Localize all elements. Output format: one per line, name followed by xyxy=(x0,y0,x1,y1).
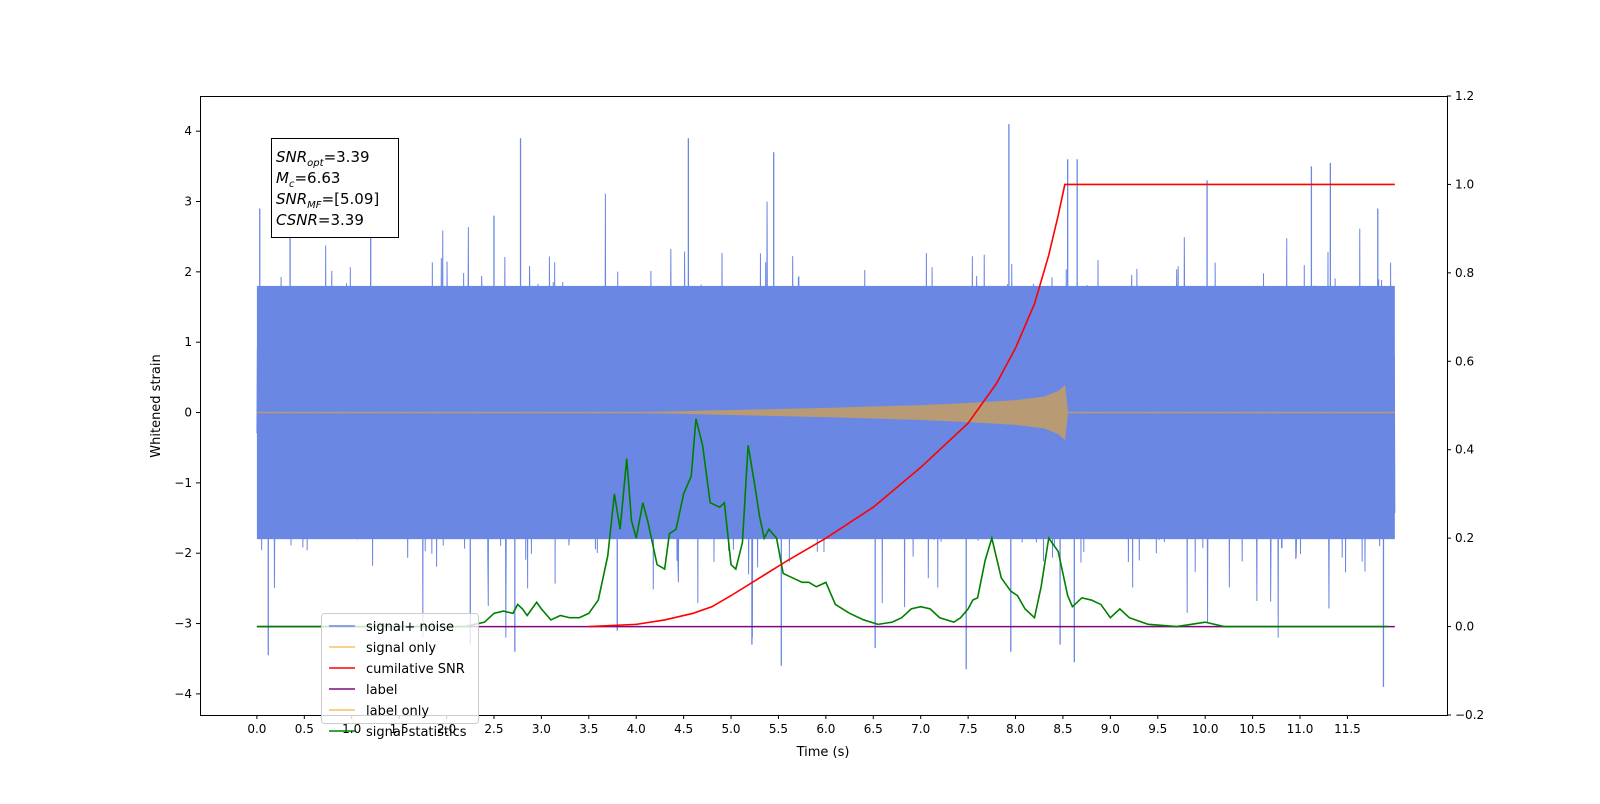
annotation-line: CSNR=3.39 xyxy=(276,211,364,229)
y2-tick-label: −0.2 xyxy=(1455,708,1484,722)
annotation-symbol: CSNR xyxy=(276,211,318,229)
x-tick-label: 1.0 xyxy=(342,722,361,736)
y-axis-label: Whitened strain xyxy=(149,354,164,457)
annotation-value: =3.39 xyxy=(318,211,364,229)
x-tick-label: 9.5 xyxy=(1148,722,1167,736)
annotation-value: =3.39 xyxy=(324,148,370,166)
series-signal-statistics-line xyxy=(256,418,1389,628)
y2-tick-label: 0.0 xyxy=(1455,620,1474,634)
y-tick-label: −4 xyxy=(174,687,192,701)
y-tick-label: −2 xyxy=(174,546,192,560)
x-axis-label: Time (s) xyxy=(796,745,850,760)
legend-frame xyxy=(321,613,479,724)
annotation-subscript: MF xyxy=(307,200,322,211)
x-tick-label: 4.5 xyxy=(674,722,693,736)
legend: signal+ noise signal only cumilative SNR la… xyxy=(321,613,479,740)
x-tick-label: 10.5 xyxy=(1239,722,1266,736)
x-tick-label: 2.5 xyxy=(484,722,503,736)
y2-tick-label: 0.6 xyxy=(1455,354,1474,368)
x-tick-label: 7.0 xyxy=(911,722,930,736)
y-tick-label: −3 xyxy=(174,617,192,631)
x-tick-label: 7.5 xyxy=(959,722,978,736)
legend-label: signal statistics xyxy=(366,725,467,740)
x-tick-label: 6.5 xyxy=(864,722,883,736)
x-tick-label: 1.5 xyxy=(390,722,409,736)
x-tick-label: 9.0 xyxy=(1101,722,1120,736)
y-tick-label: 4 xyxy=(184,124,192,138)
legend-label: label only xyxy=(366,704,429,719)
y2-axis-ticks: 1.2 1.0 0.8 0.6 0.4 0.2 0.0 −0.2 xyxy=(1447,89,1484,722)
annotation-symbol: SNR xyxy=(276,148,307,166)
series-signal-only-envelope xyxy=(636,385,1069,441)
legend-label: signal only xyxy=(366,641,436,656)
annotation-line: Mc=6.63 xyxy=(276,169,340,190)
x-tick-label: 3.0 xyxy=(532,722,551,736)
series-signal-noise-line xyxy=(256,193,1396,638)
axes-frame xyxy=(200,96,1448,716)
y2-tick-label: 0.4 xyxy=(1455,443,1474,457)
y2-tick-label: 1.0 xyxy=(1455,177,1474,191)
x-tick-label: 5.5 xyxy=(769,722,788,736)
annotation-symbol: SNR xyxy=(276,190,307,208)
x-tick-label: 8.0 xyxy=(1006,722,1025,736)
legend-label: cumilative SNR xyxy=(366,662,465,677)
y-tick-label: −1 xyxy=(174,476,192,490)
legend-label: signal+ noise xyxy=(366,620,454,635)
x-tick-label: 11.5 xyxy=(1334,722,1361,736)
annotation-value: =[5.09] xyxy=(322,190,380,208)
annotation-symbol: M xyxy=(276,169,289,187)
y-tick-label: 0 xyxy=(184,406,192,420)
x-tick-label: 4.0 xyxy=(627,722,646,736)
x-tick-label: 5.0 xyxy=(721,722,740,736)
y2-tick-label: 0.8 xyxy=(1455,266,1474,280)
annotation-subscript: opt xyxy=(307,158,324,169)
x-tick-label: 11.0 xyxy=(1287,722,1314,736)
annotation-line: SNRMF=[5.09] xyxy=(276,190,379,211)
x-tick-label: 0.5 xyxy=(295,722,314,736)
x-tick-label: 3.5 xyxy=(579,722,598,736)
y-tick-label: 2 xyxy=(184,265,192,279)
annotation-subscript: c xyxy=(289,179,295,190)
y-tick-label: 3 xyxy=(184,195,192,209)
annotation-value: =6.63 xyxy=(294,169,340,187)
legend-label: label xyxy=(366,683,397,698)
annotation-frame xyxy=(271,138,399,238)
x-tick-label: 2.0 xyxy=(437,722,456,736)
y-axis-ticks: 4 3 2 1 0 −1 −2 −3 −4 xyxy=(174,124,200,701)
x-tick-label: 8.5 xyxy=(1053,722,1072,736)
x-tick-label: 0.0 xyxy=(247,722,266,736)
x-tick-label: 10.0 xyxy=(1192,722,1219,736)
x-axis-ticks: 0.0 0.5 1.0 1.5 2.0 2.5 3.0 3.5 4.0 4.5 5.0 5.5 6.0 6… xyxy=(247,715,1361,736)
annotation-line: SNRopt=3.39 xyxy=(276,148,370,169)
x-tick-label: 6.0 xyxy=(816,722,835,736)
y2-tick-label: 0.2 xyxy=(1455,531,1474,545)
plot-area xyxy=(256,124,1396,687)
y2-tick-label: 1.2 xyxy=(1455,89,1474,103)
y-tick-label: 1 xyxy=(184,335,192,349)
series-cumulative-snr-line xyxy=(588,183,1395,628)
